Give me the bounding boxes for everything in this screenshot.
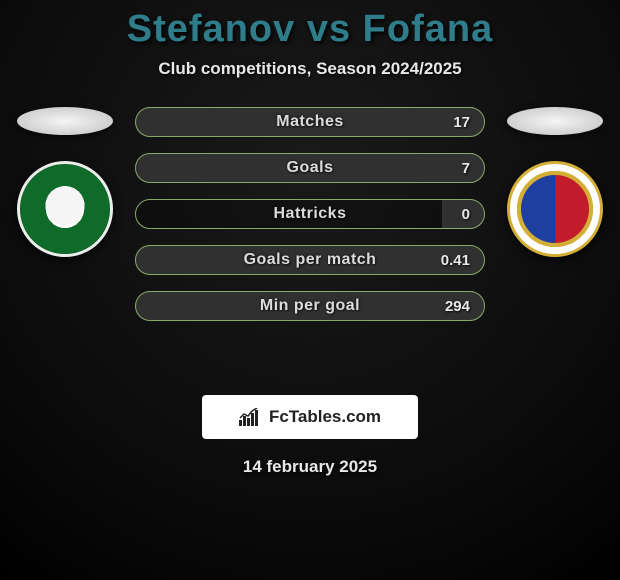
stat-row: Goals 7 bbox=[135, 153, 485, 183]
club-badge-left bbox=[17, 161, 113, 257]
date-text: 14 february 2025 bbox=[0, 457, 620, 477]
stat-value: 294 bbox=[445, 298, 470, 315]
page-title: Stefanov vs Fofana bbox=[0, 0, 620, 51]
stat-row: Matches 17 bbox=[135, 107, 485, 137]
stat-value: 0.41 bbox=[441, 252, 470, 269]
stat-row: Min per goal 294 bbox=[135, 291, 485, 321]
bar-chart-icon bbox=[239, 408, 261, 426]
subtitle: Club competitions, Season 2024/2025 bbox=[0, 59, 620, 79]
player-right-column bbox=[500, 107, 610, 257]
stat-row: Hattricks 0 bbox=[135, 199, 485, 229]
comparison-panel: Matches 17 Goals 7 Hattricks 0 Goals per match… bbox=[0, 107, 620, 367]
player-right-avatar bbox=[507, 107, 603, 135]
stat-rows: Matches 17 Goals 7 Hattricks 0 Goals per match… bbox=[135, 107, 485, 321]
stat-label: Goals per match bbox=[244, 251, 377, 269]
player-left-avatar bbox=[17, 107, 113, 135]
stat-value: 7 bbox=[462, 160, 470, 177]
player-left-column bbox=[10, 107, 120, 257]
club-badge-right bbox=[507, 161, 603, 257]
stat-label: Matches bbox=[276, 113, 344, 131]
stat-row: Goals per match 0.41 bbox=[135, 245, 485, 275]
stat-value: 0 bbox=[462, 206, 470, 223]
stat-value: 17 bbox=[453, 114, 470, 131]
stat-label: Hattricks bbox=[274, 205, 347, 223]
stat-label: Goals bbox=[287, 159, 334, 177]
brand-box: FcTables.com bbox=[202, 395, 418, 439]
brand-text: FcTables.com bbox=[269, 407, 381, 427]
stat-label: Min per goal bbox=[260, 297, 360, 315]
